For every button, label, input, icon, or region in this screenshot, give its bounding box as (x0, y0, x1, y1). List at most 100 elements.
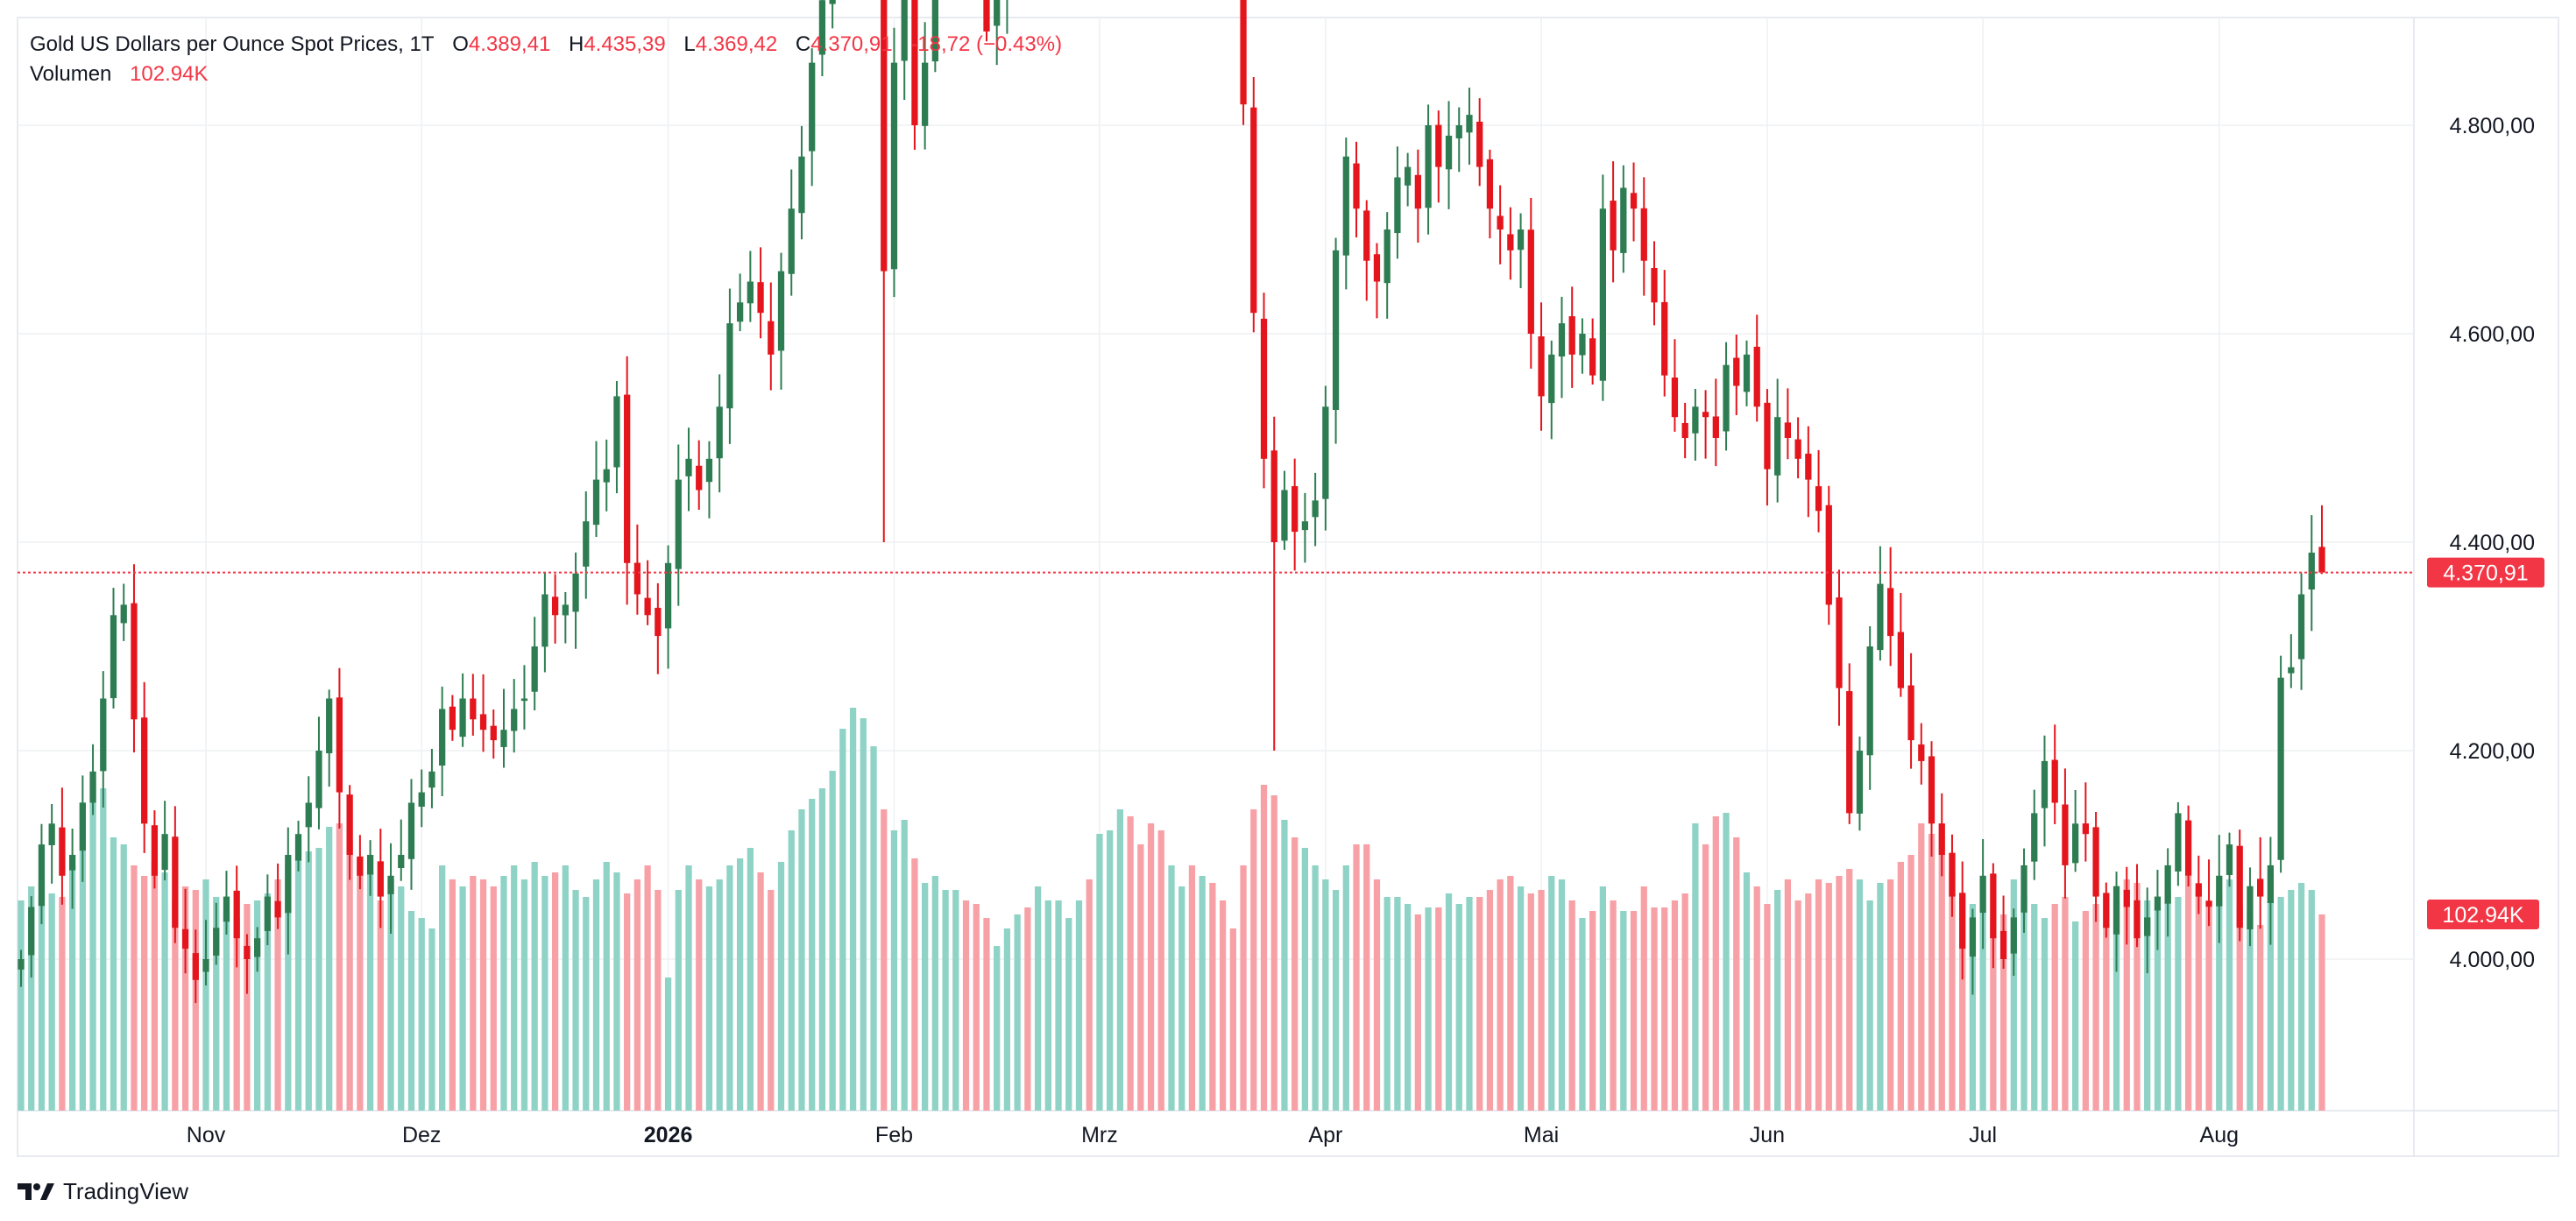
volume-bar (100, 788, 107, 1111)
volume-bar (285, 865, 292, 1111)
candle-body (294, 834, 302, 861)
legend-low-label: L (683, 32, 696, 56)
volume-bar (1147, 823, 1155, 1111)
candle (922, 22, 929, 150)
candle (1907, 653, 1914, 769)
candle-body (1599, 208, 1607, 381)
y-tick-label: 4.200,00 (2450, 739, 2535, 764)
candle-body (285, 855, 292, 914)
volume-bar (161, 872, 168, 1111)
candle (1969, 908, 1977, 995)
candle-body (664, 562, 672, 629)
candle-body (1281, 490, 1288, 541)
candle-body (1836, 597, 1843, 688)
candle-body (994, 0, 1001, 26)
volume-bar (1794, 900, 1801, 1111)
candle-body (1630, 193, 1638, 209)
volume-bar (151, 862, 159, 1111)
candle (366, 840, 374, 896)
candle-body (1733, 357, 1740, 386)
candle (2267, 836, 2275, 945)
candle (1815, 449, 1822, 533)
legend-volume-label: Volumen (30, 62, 112, 86)
legend-ohlc-row: Gold US Dollars per Ounce Spot Prices, 1… (30, 30, 1062, 60)
candle-body (336, 697, 343, 793)
volume-bar (1219, 900, 1227, 1111)
candle (2297, 573, 2305, 690)
volume-bar (1743, 872, 1751, 1111)
candle-body (1815, 486, 1822, 512)
volume-bar (2257, 925, 2264, 1111)
candle (768, 282, 775, 391)
candle (1292, 458, 1299, 571)
volume-bar (1907, 855, 1914, 1111)
volume-bar (2226, 879, 2233, 1111)
candle (716, 374, 723, 493)
chart-frame (17, 17, 2559, 1157)
tradingview-branding[interactable]: TradingView (18, 1174, 188, 1209)
candle-body (1846, 691, 1853, 814)
candle-body (131, 603, 138, 720)
candle-body (1301, 521, 1309, 531)
volume-bar (1825, 883, 1832, 1111)
volume-bar (768, 890, 775, 1111)
volume-bar (1178, 886, 1185, 1111)
volume-bar (1425, 907, 1432, 1111)
candle (1404, 152, 1412, 207)
volume-bar (881, 809, 888, 1111)
volume-bar (233, 918, 240, 1111)
candle (520, 665, 528, 730)
candle (2103, 882, 2110, 938)
volume-bar (1774, 890, 1781, 1111)
candle (983, 0, 990, 42)
volume-bar (407, 911, 415, 1111)
volume-bar (357, 858, 364, 1111)
candle-body (788, 208, 795, 274)
volume-bar (1199, 876, 1206, 1111)
candle-body (551, 596, 559, 616)
volume-bar (1527, 893, 1534, 1111)
volume-bar (994, 946, 1001, 1111)
candle-body (685, 458, 692, 476)
candle (1455, 107, 1462, 173)
candle (1486, 149, 1494, 239)
candle-body (1517, 229, 1525, 251)
candle (377, 829, 384, 928)
candle-body (2277, 677, 2284, 860)
candle (2020, 848, 2028, 934)
volume-bar (1620, 911, 1627, 1111)
candle-body (1743, 354, 1751, 392)
candle-body (1805, 453, 1812, 480)
candle-body (439, 709, 446, 766)
candle-body (1681, 422, 1688, 438)
volume-bar (520, 879, 528, 1111)
volume-bar (1455, 904, 1462, 1111)
y-tick-label: 4.400,00 (2450, 531, 2535, 555)
volume-bar (2082, 911, 2090, 1111)
candle-body (624, 394, 631, 563)
volume-bar (264, 893, 271, 1111)
volume-bar (120, 844, 127, 1111)
volume-bar (1897, 862, 1904, 1111)
volume-bar (911, 858, 918, 1111)
candle (685, 427, 692, 512)
candle-body (305, 802, 312, 828)
volume-bar (253, 900, 261, 1111)
volume-bar (1589, 911, 1596, 1111)
candle (664, 545, 672, 669)
candle (1949, 834, 1956, 917)
x-tick-label: Apr (1308, 1123, 1342, 1147)
candle (583, 491, 590, 599)
volume-bar (1044, 900, 1051, 1111)
volume-bar (1856, 879, 1864, 1111)
candle (705, 441, 713, 519)
volume-bar (624, 893, 631, 1111)
volume-bar (1414, 914, 1421, 1111)
candle-body (479, 714, 487, 730)
candle-body (89, 771, 96, 803)
candle (1610, 161, 1617, 283)
candle-body (1702, 412, 1709, 418)
candle-body (2308, 552, 2315, 590)
candle (1466, 88, 1473, 165)
